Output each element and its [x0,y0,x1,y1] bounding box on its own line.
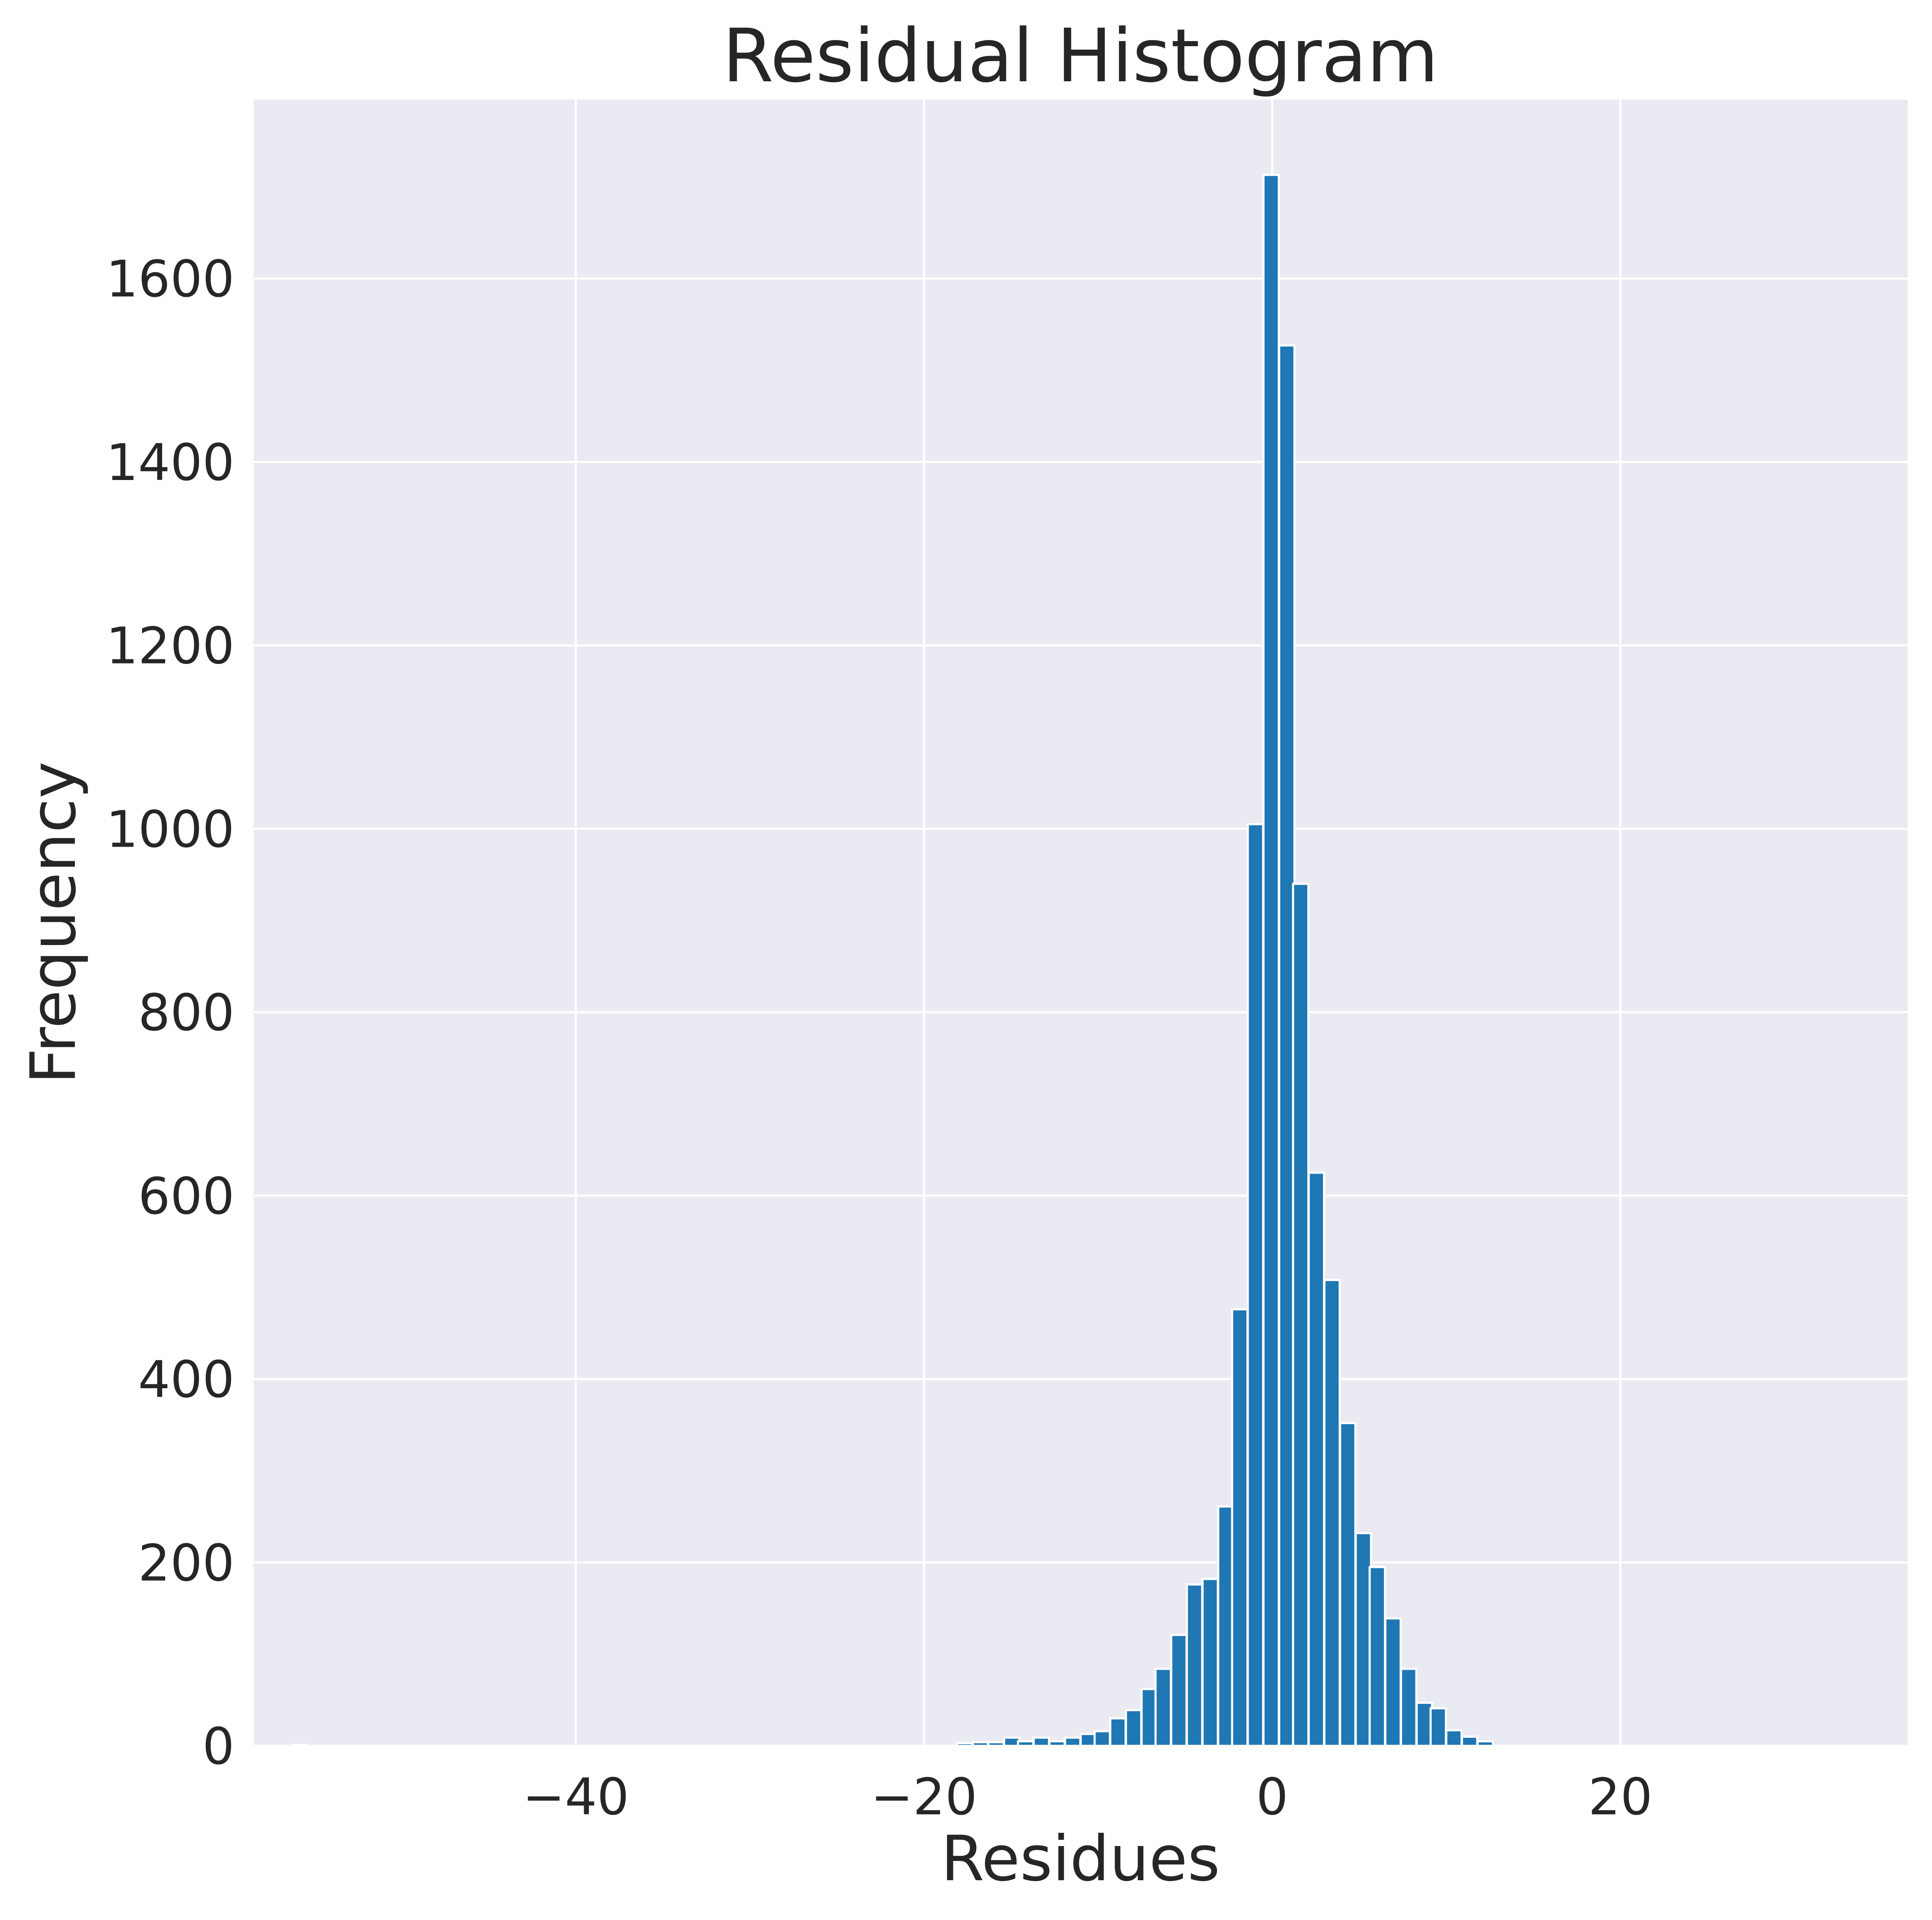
histogram-bar [1292,883,1310,1747]
histogram-bar [1048,1740,1066,1747]
histogram-bar [1368,1566,1386,1747]
histogram-bar [1186,1583,1203,1747]
x-tick-label: −20 [871,1767,977,1826]
histogram-bar [1400,1668,1418,1747]
histogram-bar [1125,1709,1143,1747]
histogram-bar [1307,1171,1325,1747]
x-axis-label: Residues [941,1822,1220,1895]
y-tick-labels: 0 200 400 600 800 1000 1200 1400 1600 [106,249,234,1776]
histogram-bar [1093,1730,1111,1747]
histogram-bar [971,1741,989,1747]
y-tick-label: 600 [138,1167,234,1226]
histogram-bar [291,1744,309,1747]
histogram-bar [1033,1736,1050,1747]
histogram-bar [1339,1422,1356,1747]
y-tick-label: 200 [138,1533,234,1592]
x-tick-label: 0 [1256,1767,1288,1826]
y-tick-label: 1400 [106,433,234,492]
histogram-bar [1170,1634,1188,1747]
histogram-bar [1460,1736,1478,1747]
chart-title: Residual Histogram [722,13,1438,99]
y-tick-label: 400 [138,1350,234,1409]
y-axis-label: Frequency [17,761,90,1084]
histogram-bar [1476,1740,1494,1747]
histogram-bar [1201,1578,1219,1747]
histogram-bar [1445,1729,1463,1747]
histogram-bar [1017,1740,1035,1747]
histogram-bar [1429,1707,1447,1747]
y-tick-label: 0 [202,1717,234,1776]
histogram-bar [1231,1308,1249,1747]
x-tick-label: 20 [1588,1767,1653,1826]
plot-background [254,100,1908,1746]
histogram-bar [987,1741,1005,1747]
y-tick-label: 1200 [106,616,234,676]
histogram-bar [1246,823,1264,1747]
y-tick-label: 1600 [106,249,234,308]
histogram-bar [1109,1717,1127,1747]
histogram-bar [1323,1279,1341,1747]
histogram-bar [1154,1668,1172,1747]
y-tick-label: 800 [138,983,234,1042]
histogram-bar [1140,1688,1158,1747]
y-tick-label: 1000 [106,800,234,859]
histogram-bar [1384,1617,1402,1747]
x-tick-label: −40 [522,1767,629,1826]
x-tick-labels: −40 −20 0 20 [522,1767,1653,1826]
histogram-bar [1416,1701,1433,1747]
histogram-bar [1262,174,1280,1747]
histogram-bars [291,174,1494,1747]
histogram-bar [956,1742,973,1747]
histogram-bar [1064,1736,1082,1747]
